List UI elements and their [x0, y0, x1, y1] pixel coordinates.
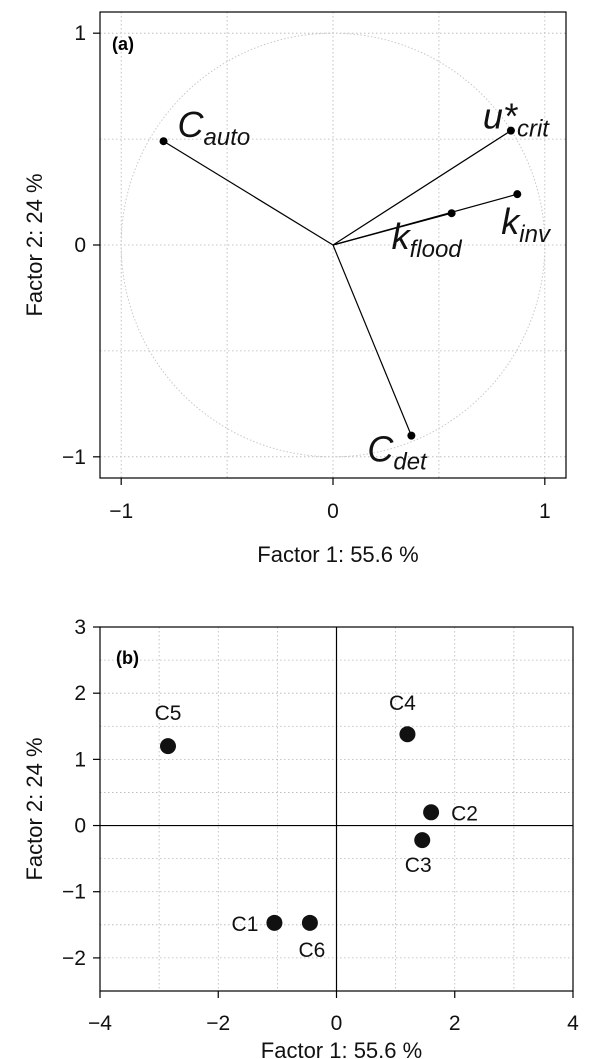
point-c5: C5: [155, 702, 182, 755]
vector-point: [506, 126, 515, 135]
y-tick-label: 3: [74, 616, 86, 639]
point-label: C1: [232, 913, 259, 936]
vector-point: [407, 431, 416, 440]
panel-label: (b): [116, 648, 139, 668]
point-c3: C3: [405, 832, 432, 877]
point-label: C3: [405, 854, 432, 877]
point-marker: [266, 914, 283, 931]
y-tick-label: 0: [74, 234, 86, 257]
vector-crit: u*crit: [332, 96, 550, 246]
vector-label: Cauto: [178, 104, 251, 151]
vector-label-subscript: crit: [517, 116, 550, 143]
panel-a-chart: −1 0 1 −1 0 1 Factor 1: 55.6 % Factor 2: 24 % (a…: [22, 11, 567, 567]
unit-circle: [120, 32, 546, 458]
x-tick-label: 4: [567, 1012, 579, 1035]
point-c1: C1: [232, 913, 283, 936]
point-c2: C2: [423, 802, 478, 825]
point-marker: [301, 914, 318, 931]
panel-label: (a): [112, 34, 134, 54]
vector-point: [159, 137, 168, 146]
y-tick-label: 1: [74, 22, 86, 45]
vector-label: u*crit: [483, 96, 550, 143]
y-axis-label: Factor 2: 24 %: [22, 737, 47, 880]
point-label: C6: [298, 939, 325, 962]
x-tick-label: −1: [109, 500, 133, 523]
y-tick-label: −1: [62, 446, 86, 469]
vector-label-base: k: [501, 201, 521, 242]
point-marker: [399, 726, 416, 743]
y-tick-label: 2: [74, 682, 86, 705]
y-tick-label: 1: [74, 748, 86, 771]
x-axis-label: Factor 1: 55.6 %: [257, 542, 418, 567]
vector-label-subscript: flood: [410, 236, 463, 263]
vector-det: Cdet: [332, 244, 428, 476]
y-axis-label: Factor 2: 24 %: [22, 173, 47, 316]
vector-inv: kinv: [332, 190, 552, 248]
vector-auto: Cauto: [159, 104, 334, 246]
x-tick-label: 0: [327, 500, 339, 523]
vector-line: [332, 212, 452, 246]
vector-line: [332, 244, 412, 436]
point-c4: C4: [389, 692, 416, 743]
x-tick-label: −2: [206, 1012, 230, 1035]
point-label: C2: [451, 802, 478, 825]
vector-label-base: C: [178, 104, 205, 145]
vector-flood: kflood: [332, 209, 463, 263]
vector-point: [447, 209, 456, 218]
vector-label-base: k: [392, 216, 412, 257]
point-marker: [414, 832, 431, 849]
point-label: C4: [389, 692, 416, 715]
x-tick-label: −4: [88, 1012, 112, 1035]
point-label: C5: [155, 702, 182, 725]
vector-label-subscript: auto: [204, 124, 251, 151]
y-tick-label: −1: [62, 881, 86, 904]
vector-label-subscript: det: [393, 449, 428, 476]
vector-line: [163, 140, 334, 246]
x-tick-label: 0: [331, 1012, 343, 1035]
x-tick-label: 1: [539, 500, 551, 523]
vector-label-base: C: [367, 429, 394, 470]
vector-label: kflood: [392, 216, 463, 263]
x-axis-label: Factor 1: 55.6 %: [261, 1038, 422, 1059]
vector-label: Cdet: [367, 429, 428, 476]
point-marker: [423, 804, 440, 821]
vector-label-base: u*: [483, 96, 518, 137]
vector-label: kinv: [501, 201, 552, 248]
point-c6: C6: [298, 914, 325, 962]
vector-point: [513, 190, 522, 199]
vector-line: [332, 130, 512, 246]
y-tick-label: 0: [74, 815, 86, 838]
point-marker: [159, 738, 176, 755]
x-tick-label: 2: [449, 1012, 461, 1035]
y-tick-label: −2: [62, 947, 86, 970]
panel-b-chart: −4 −2 0 2 4 −2 −1 0 1 2 3 Factor 1: 55.6 % Factor 2:…: [22, 616, 579, 1059]
vector-label-subscript: inv: [519, 221, 552, 248]
